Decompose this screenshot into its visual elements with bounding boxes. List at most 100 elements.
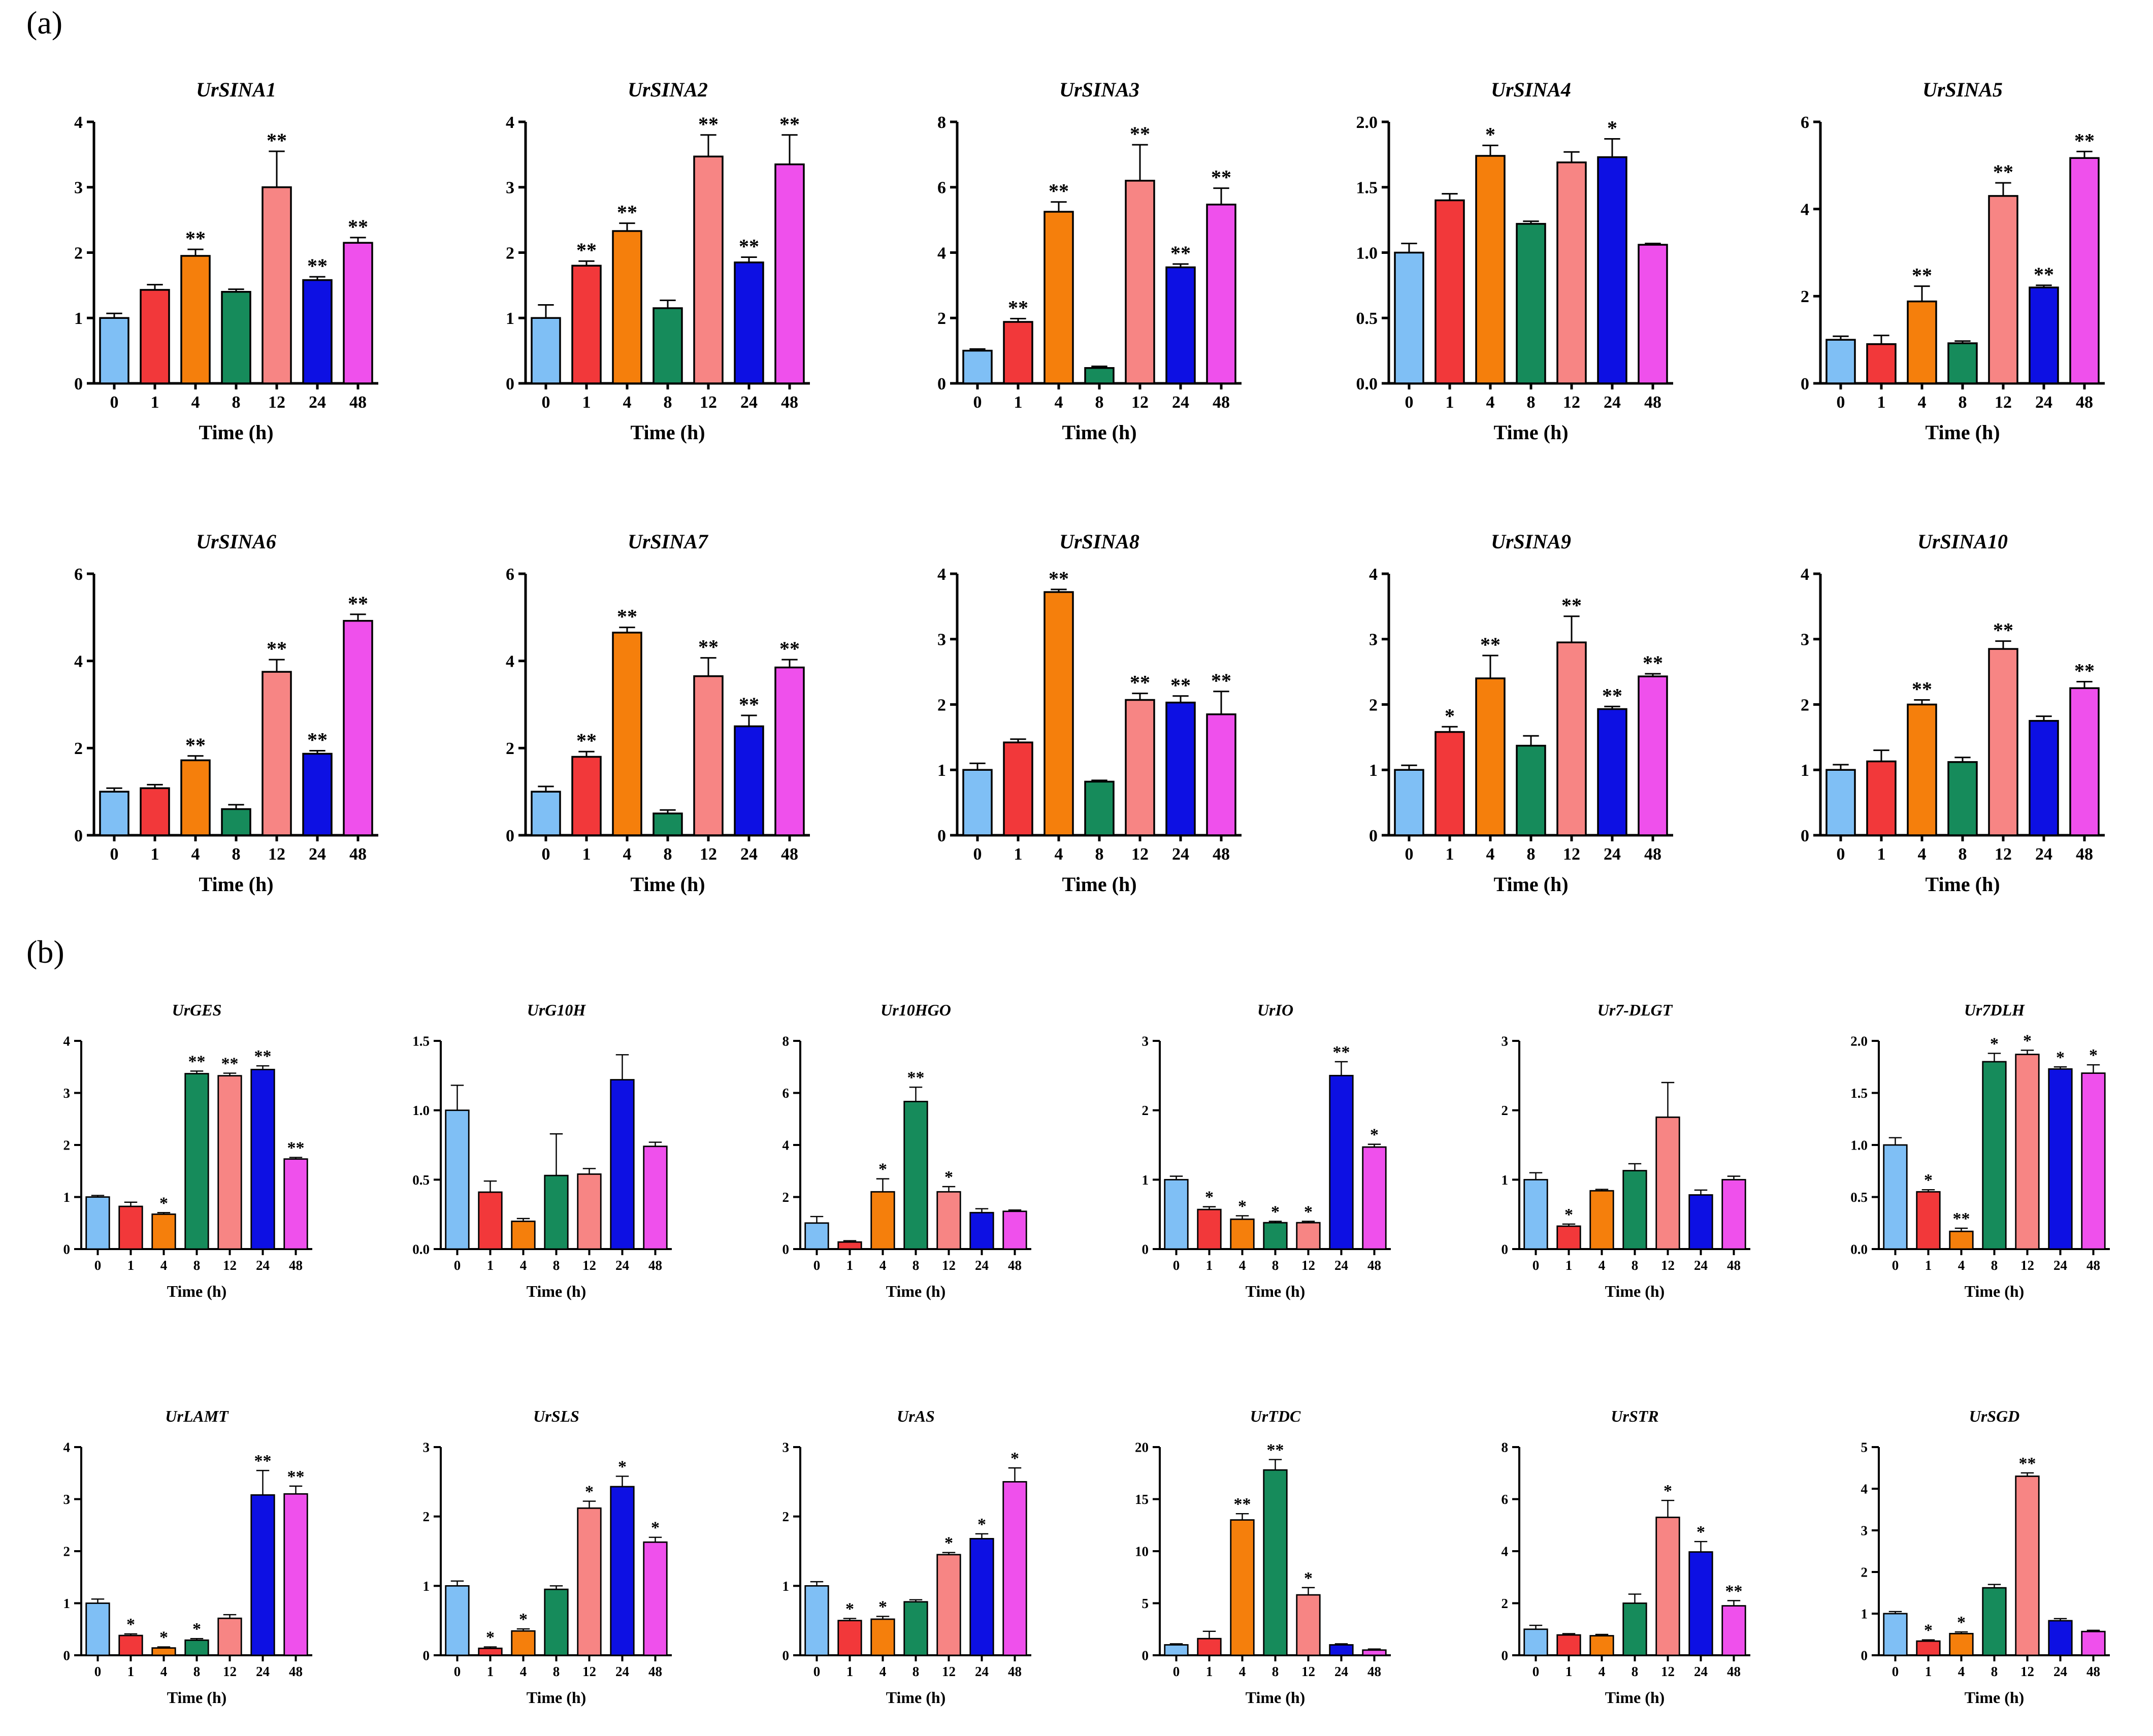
significance-label: ** <box>307 254 328 277</box>
y-tick-label: 4 <box>1369 565 1378 584</box>
x-tick-label: 24 <box>2035 393 2052 412</box>
panel-label-b: (b) <box>26 934 64 970</box>
y-tick-label: 2 <box>782 1509 790 1524</box>
bar-1 <box>1916 1640 1941 1656</box>
bar-4 <box>151 1647 176 1656</box>
significance-label: ** <box>1333 1043 1350 1062</box>
significance-label: * <box>159 1194 168 1213</box>
x-tick-label: 8 <box>1527 845 1536 864</box>
bar-4 <box>1230 1218 1255 1250</box>
significance-label: ** <box>1049 567 1069 590</box>
y-tick-label: 2 <box>74 739 83 758</box>
x-tick-label: 1 <box>582 845 591 864</box>
bar-24 <box>2048 1068 2073 1250</box>
y-tick-label: 10 <box>1135 1544 1149 1559</box>
x-tick-label: 48 <box>648 1258 662 1273</box>
x-tick-label: 0 <box>1532 1664 1540 1679</box>
bar-0 <box>1523 1628 1548 1656</box>
bar-12 <box>936 1191 961 1250</box>
x-tick-label: 12 <box>1563 393 1580 412</box>
significance-label: * <box>1564 1205 1573 1224</box>
bar-0 <box>804 1222 829 1250</box>
x-tick-label: 24 <box>309 393 326 412</box>
x-tick-label: 8 <box>1095 393 1104 412</box>
x-tick-label: 0 <box>973 393 982 412</box>
x-axis-label: Time (h) <box>1246 1282 1306 1300</box>
bar-1 <box>1434 199 1465 384</box>
bar-24 <box>969 1211 994 1250</box>
bar-48 <box>1002 1210 1027 1250</box>
bar-4 <box>1043 211 1074 384</box>
x-tick-label: 0 <box>1892 1258 1899 1273</box>
y-tick-label: 4 <box>782 1137 790 1153</box>
y-tick-label: 6 <box>782 1086 790 1101</box>
y-tick-label: 1 <box>423 1579 430 1594</box>
y-tick-label: 3 <box>1801 631 1809 649</box>
x-tick-label: 1 <box>1877 845 1886 864</box>
significance-label: ** <box>698 636 719 659</box>
significance-label: ** <box>307 728 328 751</box>
bar-12 <box>1125 699 1155 836</box>
bar-0 <box>1164 1644 1189 1656</box>
chart-title: UrGES <box>172 1001 222 1019</box>
bar-48 <box>2081 1072 2106 1250</box>
y-tick-label: 1.0 <box>412 1103 430 1118</box>
x-tick-label: 12 <box>1661 1258 1675 1273</box>
bar-1 <box>1197 1637 1222 1656</box>
significance-label: ** <box>907 1068 925 1087</box>
chart-title: UrTDC <box>1250 1407 1301 1425</box>
bar-12 <box>217 1617 242 1656</box>
y-tick-label: 0 <box>1801 375 1809 394</box>
x-tick-label: 0 <box>813 1664 821 1679</box>
y-tick-label: 1.0 <box>1356 244 1378 263</box>
y-tick-label: 0.0 <box>412 1241 430 1257</box>
bar-12 <box>262 671 292 836</box>
bar-48 <box>343 619 373 836</box>
bar-48 <box>774 666 805 836</box>
x-tick-label: 1 <box>1877 393 1886 412</box>
x-tick-label: 4 <box>623 845 632 864</box>
x-tick-label: 24 <box>1694 1258 1708 1273</box>
x-tick-label: 48 <box>648 1664 662 1679</box>
x-tick-label: 4 <box>1486 393 1495 412</box>
y-tick-label: 0 <box>1502 1648 1509 1663</box>
x-tick-label: 4 <box>160 1258 168 1273</box>
x-axis-label: Time (h) <box>1605 1282 1665 1300</box>
x-tick-label: 12 <box>268 393 285 412</box>
significance-label: * <box>2023 1031 2032 1050</box>
bar-24 <box>2048 1620 2073 1656</box>
y-tick-label: 4 <box>1801 201 1809 219</box>
bar-48 <box>283 1158 308 1250</box>
bar-4 <box>1475 677 1506 836</box>
x-tick-label: 8 <box>1959 845 1967 864</box>
significance-label: ** <box>617 201 637 224</box>
significance-label: * <box>878 1597 887 1616</box>
significance-label: ** <box>739 693 759 716</box>
x-tick-label: 8 <box>553 1664 560 1679</box>
y-tick-label: 1 <box>1801 761 1809 780</box>
x-tick-label: 48 <box>1727 1664 1741 1679</box>
y-tick-label: 1.0 <box>1850 1137 1868 1153</box>
bar-8 <box>1947 342 1978 384</box>
x-axis-label: Time (h) <box>199 873 273 896</box>
y-tick-label: 4 <box>937 565 946 584</box>
y-tick-label: 4 <box>1502 1544 1509 1559</box>
x-tick-label: 48 <box>289 1664 303 1679</box>
bar-48 <box>1721 1605 1746 1656</box>
y-tick-label: 1 <box>782 1579 790 1594</box>
bar-1 <box>478 1647 503 1656</box>
x-tick-label: 48 <box>2076 845 2093 864</box>
x-tick-label: 4 <box>1599 1258 1606 1273</box>
bar-24 <box>2029 286 2059 384</box>
x-tick-label: 48 <box>1213 845 1230 864</box>
y-tick-label: 0 <box>1801 827 1809 845</box>
y-tick-label: 3 <box>1861 1523 1868 1538</box>
chart-title: Ur10HGO <box>880 1001 951 1019</box>
y-tick-label: 3 <box>423 1439 430 1455</box>
bar-1 <box>1916 1191 1941 1250</box>
significance-label: * <box>1304 1202 1313 1221</box>
